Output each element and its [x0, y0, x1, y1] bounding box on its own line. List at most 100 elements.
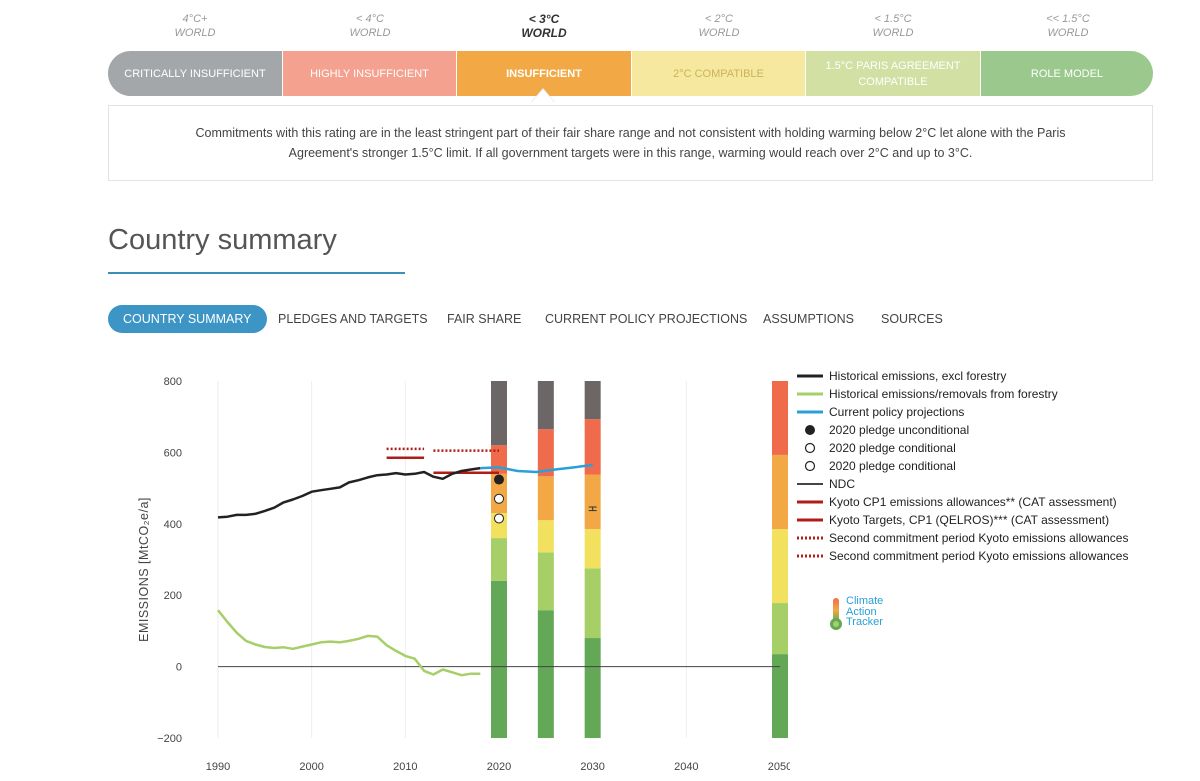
legend-item[interactable]: Second commitment period Kyoto emissions…: [795, 529, 1165, 547]
rating-15c-paris-compatible[interactable]: 1.5°C PARIS AGREEMENT COMPATIBLE: [806, 51, 980, 96]
series-line: [480, 463, 593, 474]
thermometer-icon: [830, 598, 842, 630]
legend-line-black-icon: [797, 374, 823, 378]
rating-highly-insufficient[interactable]: HIGHLY INSUFFICIENT: [283, 51, 456, 96]
rating-2c-compatible[interactable]: 2°C COMPATIBLE: [632, 51, 805, 96]
legend-label: Current policy projections: [829, 405, 965, 419]
pledge-marker: [494, 493, 504, 504]
temp-scope: WORLD: [349, 27, 391, 39]
chart-legend: Historical emissions, excl forestry Hist…: [795, 367, 1165, 565]
legend-item[interactable]: Current policy projections: [795, 403, 1165, 421]
legend-label: Historical emissions, excl forestry: [829, 369, 1007, 383]
temp-scope: WORLD: [174, 27, 216, 39]
temp-label-15: < 1.5°C WORLD: [806, 12, 980, 40]
temp-label-3: < 3°C WORLD: [457, 12, 631, 40]
logo-line: Action: [846, 605, 877, 618]
legend-item[interactable]: 2020 pledge conditional: [795, 439, 1165, 457]
temp-label-4: < 4°C WORLD: [283, 12, 457, 40]
rating-bar-segment: [772, 654, 788, 738]
legend-item[interactable]: Kyoto CP1 emissions allowances** (CAT as…: [795, 493, 1165, 511]
rating-bar-segment: [584, 568, 601, 639]
legend-item[interactable]: 2020 pledge conditional: [795, 457, 1165, 475]
rating-description: Commitments with this rating are in the …: [108, 105, 1153, 181]
legend-item[interactable]: Kyoto Targets, CP1 (QELROS)*** (CAT asse…: [795, 511, 1165, 529]
legend-dotted-red-icon: [797, 554, 823, 558]
y-tick-label: 200: [164, 590, 182, 602]
rating-bar-segment: [772, 603, 788, 655]
rating-bar-segment: [537, 520, 554, 553]
temp-label-4plus: 4°C+ WORLD: [108, 12, 282, 40]
rating-critically-insufficient[interactable]: CRITICALLY INSUFFICIENT: [108, 51, 282, 96]
rating-bar-segment: [772, 529, 788, 604]
rating-bar-segment: [537, 610, 554, 738]
rating-bar-segment: [491, 580, 507, 738]
legend-dotted-red-icon: [797, 536, 823, 540]
rating-bar-segment: [772, 381, 788, 455]
rating-pointer-icon: [531, 88, 555, 102]
x-tick-label: 2010: [393, 761, 417, 773]
x-tick-label: 2030: [580, 761, 604, 773]
legend-line-ndc-icon: [797, 483, 823, 485]
legend-label: NDC: [829, 477, 855, 491]
rating-bar-segment: [537, 476, 554, 521]
legend-item[interactable]: 2020 pledge unconditional: [795, 421, 1165, 439]
logo-line: Tracker: [846, 616, 883, 628]
legend-label: Historical emissions/removals from fores…: [829, 387, 1058, 401]
temp-label-below-15: << 1.5°C WORLD: [981, 12, 1155, 40]
x-tick-label: 2050: [768, 761, 790, 773]
y-axis-label: EMISSIONS [MtCO₂e/a]: [137, 497, 151, 642]
rating-role-model[interactable]: ROLE MODEL: [981, 51, 1153, 96]
tab-fair-share[interactable]: FAIR SHARE: [447, 312, 522, 326]
tab-pledges-and-targets[interactable]: PLEDGES AND TARGETS: [278, 312, 428, 326]
legend-label: 2020 pledge conditional: [829, 459, 956, 473]
rating-scale: CRITICALLY INSUFFICIENT HIGHLY INSUFFICI…: [108, 51, 1153, 96]
page-title: Country summary: [108, 224, 337, 256]
legend-label: 2020 pledge conditional: [829, 441, 956, 455]
temp-value: < 2°C: [705, 13, 733, 25]
legend-label: Second commitment period Kyoto emissions…: [829, 549, 1129, 563]
tab-country-summary[interactable]: COUNTRY SUMMARY: [108, 305, 267, 333]
legend-label: Kyoto Targets, CP1 (QELROS)*** (CAT asse…: [829, 513, 1110, 527]
legend-line-green-icon: [797, 392, 823, 396]
rating-bar-segment: [491, 538, 507, 581]
tab-current-policy-projections[interactable]: CURRENT POLICY PROJECTIONS: [545, 312, 748, 326]
rating-bar-segment: [584, 638, 601, 738]
y-tick-label: 0: [176, 662, 182, 674]
pledge-marker: [494, 513, 504, 524]
rating-bar-segment: [537, 552, 554, 611]
temp-scope: WORLD: [521, 26, 567, 40]
y-tick-label: −200: [157, 733, 182, 745]
x-tick-label: 1990: [206, 761, 230, 773]
series-line: [217, 466, 481, 519]
x-tick-label: 2040: [674, 761, 698, 773]
temp-scope: WORLD: [872, 27, 914, 39]
temp-value: << 1.5°C: [1046, 13, 1090, 25]
legend-item[interactable]: NDC: [795, 475, 1165, 493]
temperature-scale: 4°C+ WORLD < 4°C WORLD < 3°C WORLD < 2°C WOR…: [108, 12, 1153, 44]
legend-item[interactable]: Historical emissions, excl forestry: [795, 367, 1165, 385]
tab-assumptions[interactable]: ASSUMPTIONS: [763, 312, 854, 326]
temp-value: < 1.5°C: [874, 13, 912, 25]
legend-item[interactable]: Historical emissions/removals from fores…: [795, 385, 1165, 403]
legend-line-blue-icon: [797, 410, 823, 414]
x-tick-label: 2020: [487, 761, 511, 773]
tab-sources[interactable]: SOURCES: [881, 312, 943, 326]
rating-bar-segment: [584, 381, 601, 420]
pledge-marker: [494, 474, 504, 485]
rating-bar-segment: [537, 381, 554, 430]
legend-open-circle-icon: [804, 460, 816, 472]
rating-bar-segment: [537, 429, 554, 477]
legend-label: Second commitment period Kyoto emissions…: [829, 531, 1129, 545]
temp-value: < 3°C: [528, 12, 560, 26]
x-tick-label: 2000: [299, 761, 323, 773]
rating-bar-segment: [491, 473, 507, 514]
logo-line: Climate: [846, 595, 884, 607]
legend-line-red-icon: [797, 518, 823, 522]
series-line: [217, 609, 481, 677]
legend-filled-circle-icon: [805, 425, 815, 435]
title-underline: [108, 272, 405, 274]
legend-open-circle-icon: [804, 442, 816, 454]
legend-item[interactable]: Second commitment period Kyoto emissions…: [795, 547, 1165, 565]
temp-label-2: < 2°C WORLD: [632, 12, 806, 40]
